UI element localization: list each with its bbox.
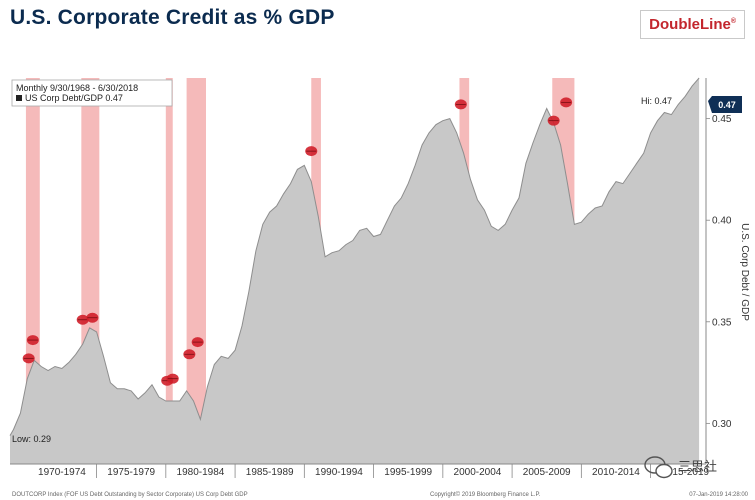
x-tick-label: 2005-2009 xyxy=(523,467,571,478)
y-axis-ticks: 0.30 0.35 0.40 0.45 xyxy=(706,114,732,430)
peak-markers xyxy=(22,97,573,386)
peak-marker xyxy=(166,373,179,384)
peak-marker xyxy=(22,353,35,364)
copyright-footnote: Copyright© 2019 Bloomberg Finance L.P. xyxy=(430,491,541,498)
legend-box xyxy=(11,79,173,107)
timestamp-footnote: 07-Jan-2019 14:28:00 xyxy=(689,492,748,498)
peak-marker xyxy=(76,314,89,325)
registered-mark: ® xyxy=(730,18,736,25)
peak-marker xyxy=(26,335,39,346)
x-tick-label: 2010-2014 xyxy=(592,467,640,478)
x-axis-ticks: 1970-1974 1975-1979 1980-1984 1985-1989 1990… xyxy=(38,464,710,478)
x-tick-label: 1975-1979 xyxy=(107,467,155,478)
legend: Monthly 9/30/1968 - 6/30/2018 US Corp De… xyxy=(11,79,173,107)
peak-marker xyxy=(191,337,204,348)
hi-annotation: Hi: 0.47 xyxy=(641,96,672,106)
x-tick-label: 1990-1994 xyxy=(315,467,363,478)
source-footnote: DOUTCORP Index (FOF US Debt Outstanding … xyxy=(12,492,248,498)
last-value-badge: 0.47 xyxy=(708,96,742,113)
y-tick-label: 0.35 xyxy=(712,317,732,328)
peak-marker xyxy=(86,312,99,323)
x-tick-label: 1980-1984 xyxy=(177,467,225,478)
series-line-corp-debt-gdp xyxy=(9,77,700,436)
y-tick-label: 0.40 xyxy=(712,216,732,227)
peak-marker xyxy=(454,99,467,110)
x-tick-label: 2015-2019 xyxy=(661,467,709,478)
recession-band xyxy=(186,78,206,464)
peak-marker xyxy=(560,97,573,108)
x-tick-label: 1995-1999 xyxy=(384,467,432,478)
doubleline-logo: DoubleLine® xyxy=(640,10,745,39)
peak-marker xyxy=(547,115,560,126)
y-tick-label: 0.30 xyxy=(712,419,732,430)
low-annotation: Low: 0.29 xyxy=(12,434,51,444)
peak-marker xyxy=(305,146,318,157)
chart-title: U.S. Corporate Credit as % GDP xyxy=(10,6,335,29)
wechat-watermark: 三思社 xyxy=(644,456,717,479)
series-area-corp-debt-gdp xyxy=(10,78,700,464)
y-axis-label: U.S. Corp Debt / GDP xyxy=(739,223,750,321)
legend-swatch xyxy=(16,95,22,101)
x-tick-label: 2000-2004 xyxy=(454,467,502,478)
legend-period: Monthly 9/30/1968 - 6/30/2018 xyxy=(16,83,138,93)
watermark-text: 三思社 xyxy=(678,459,717,475)
peak-marker xyxy=(183,349,196,360)
legend-series: US Corp Debt/GDP 0.47 xyxy=(25,93,123,103)
recession-band xyxy=(165,78,173,464)
brand-name: DoubleLine xyxy=(649,16,731,33)
wechat-icon xyxy=(644,456,673,479)
last-value-badge-shape xyxy=(708,96,742,113)
x-tick-label: 1985-1989 xyxy=(246,467,294,478)
last-value-text: 0.47 xyxy=(718,100,736,110)
x-tick-label: 1970-1974 xyxy=(38,467,86,478)
y-tick-label: 0.45 xyxy=(712,114,732,125)
